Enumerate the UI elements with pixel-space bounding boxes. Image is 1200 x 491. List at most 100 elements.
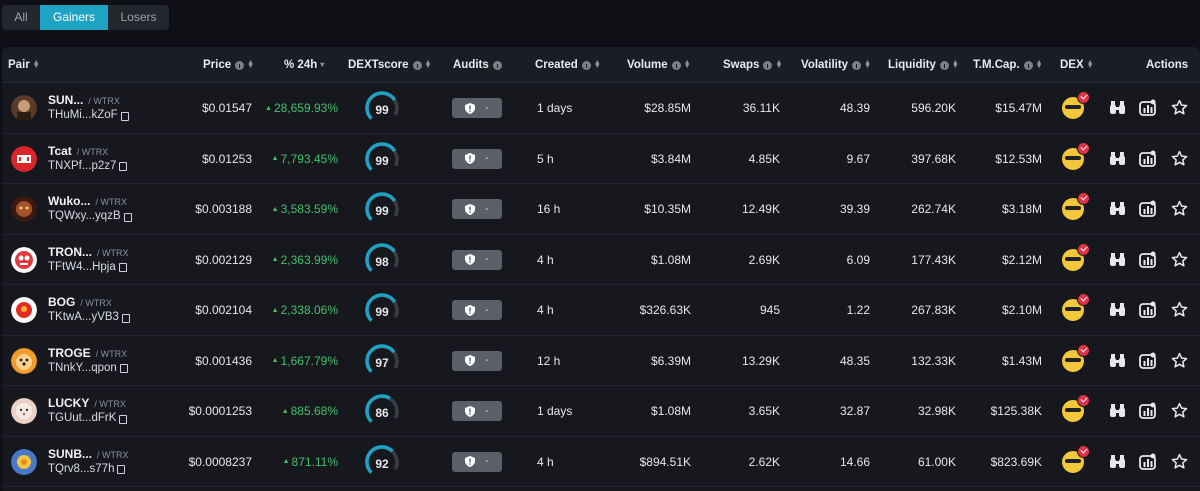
- star-icon[interactable]: [1171, 200, 1188, 217]
- pair-address: TNnkY...qpon: [48, 361, 117, 374]
- audit-badge[interactable]: -: [452, 300, 502, 320]
- sort-icon: ▲ ▼: [593, 59, 601, 70]
- pair-cell[interactable]: TROGE / WTRX TNnkY...qpon: [48, 346, 128, 375]
- dextscore-cell[interactable]: 99: [360, 285, 404, 335]
- audits-cell[interactable]: -: [447, 336, 507, 386]
- pair-cell[interactable]: BOG / WTRX TKtwA...yVB3: [48, 295, 130, 324]
- binoculars-icon[interactable]: [1109, 150, 1126, 167]
- copy-icon[interactable]: [121, 313, 130, 323]
- tab-gainers[interactable]: Gainers: [40, 5, 108, 30]
- copy-icon[interactable]: [123, 212, 132, 222]
- star-icon[interactable]: [1171, 301, 1188, 318]
- change-value: 2,338.06%: [280, 303, 338, 317]
- copy-icon[interactable]: [119, 162, 128, 171]
- star-icon[interactable]: [1171, 402, 1188, 419]
- binoculars-icon[interactable]: [1109, 251, 1126, 268]
- col-volatility[interactable]: Volatility ▲ ▼: [801, 47, 871, 83]
- binoculars-icon[interactable]: [1109, 301, 1126, 318]
- dextscore-cell[interactable]: 99: [360, 83, 404, 133]
- col-mcap[interactable]: T.M.Cap. ▲ ▼: [973, 47, 1043, 83]
- star-icon[interactable]: [1171, 99, 1188, 116]
- binoculars-icon[interactable]: [1109, 99, 1126, 116]
- dextscore-value: 86: [375, 406, 389, 420]
- audits-cell[interactable]: -: [447, 235, 507, 285]
- audit-badge[interactable]: -: [452, 249, 502, 270]
- chart-icon[interactable]: [1139, 402, 1156, 419]
- dextscore-cell[interactable]: 99: [360, 134, 404, 184]
- copy-icon[interactable]: [119, 364, 128, 373]
- table-row[interactable]: BOG / WTRX TKtwA...yVB3 $0.002104 ▲ 2,338.…: [2, 285, 1200, 336]
- audit-badge[interactable]: -: [452, 401, 502, 421]
- pair-cell[interactable]: Wuko... / WTRX TQWxy...yqzB: [48, 194, 132, 223]
- col-liquidity[interactable]: Liquidity ▲ ▼: [888, 47, 959, 83]
- liquidity-cell: 267.83K: [911, 303, 956, 317]
- audits-cell[interactable]: -: [447, 134, 507, 184]
- col-audits[interactable]: Audits: [453, 47, 502, 83]
- col-change[interactable]: % 24h ▾: [284, 47, 326, 83]
- binoculars-icon[interactable]: [1109, 402, 1126, 419]
- liquidity-cell: 132.33K: [911, 353, 956, 368]
- table-row[interactable]: Wuko... / WTRX TQWxy...yqzB $0.003188 ▲ 3,…: [2, 184, 1200, 235]
- star-icon[interactable]: [1171, 352, 1188, 369]
- col-price[interactable]: Price ▲ ▼: [203, 47, 254, 83]
- audit-badge[interactable]: -: [452, 148, 502, 169]
- col-dex[interactable]: DEX ▲ ▼: [1060, 47, 1094, 83]
- table-row[interactable]: TRON... / WTRX TFtW4...Hpja $0.002129 ▲ 2,…: [2, 235, 1200, 285]
- col-dextscore[interactable]: DEXTscore ▲ ▼: [348, 47, 431, 83]
- star-icon[interactable]: [1171, 453, 1188, 470]
- copy-icon[interactable]: [119, 414, 128, 424]
- col-pair[interactable]: Pair ▲ ▼: [8, 47, 40, 83]
- pair-cell[interactable]: LUCKY / WTRX TGUut...dFrK: [48, 396, 128, 425]
- col-created[interactable]: Created ▲ ▼: [535, 47, 601, 83]
- audit-badge[interactable]: -: [452, 199, 502, 219]
- pair-cell[interactable]: SUNB... / WTRX TQrv8...s77h: [48, 447, 129, 476]
- audits-cell[interactable]: -: [447, 184, 507, 234]
- pair-cell[interactable]: TRON... / WTRX TFtW4...Hpja: [48, 245, 129, 274]
- chart-icon[interactable]: [1139, 453, 1156, 470]
- copy-icon[interactable]: [117, 465, 126, 474]
- table-row[interactable]: SUN... / WTRX THuMi...kZoF $0.01547 ▲ 28,6…: [2, 83, 1200, 134]
- binoculars-icon[interactable]: [1109, 352, 1126, 369]
- chart-icon[interactable]: [1139, 301, 1156, 318]
- sort-icon: ▲ ▼: [424, 59, 432, 70]
- star-icon[interactable]: [1171, 251, 1188, 268]
- audit-badge[interactable]: -: [452, 350, 502, 371]
- table-row[interactable]: SUNB... / WTRX TQrv8...s77h $0.0008237 ▲ 8…: [2, 437, 1200, 487]
- audit-badge[interactable]: -: [452, 451, 502, 472]
- tab-all[interactable]: All: [14, 10, 28, 24]
- change-cell: ▲ 28,659.93%: [252, 83, 338, 133]
- copy-icon[interactable]: [118, 263, 127, 272]
- chart-icon[interactable]: [1139, 251, 1156, 268]
- binoculars-icon[interactable]: [1109, 453, 1126, 470]
- pair-cell[interactable]: Tcat / WTRX TNXPf...p2z7: [48, 144, 128, 173]
- col-liquidity-label: Liquidity: [888, 59, 936, 71]
- tab-losers[interactable]: Losers: [120, 10, 157, 24]
- table-row[interactable]: TROGE / WTRX TNnkY...qpon $0.001436 ▲ 1,66…: [2, 336, 1200, 386]
- dextscore-cell[interactable]: 98: [360, 235, 404, 285]
- dextscore-cell[interactable]: 99: [360, 184, 404, 234]
- table-row[interactable]: Tcat / WTRX TNXPf...p2z7 $0.01253 ▲ 7,793.…: [2, 134, 1200, 184]
- audit-badge[interactable]: -: [452, 98, 502, 118]
- volume-cell: $28.85M: [644, 101, 691, 115]
- binoculars-icon[interactable]: [1109, 200, 1126, 217]
- col-volume[interactable]: Volume ▲ ▼: [627, 47, 691, 83]
- table-row[interactable]: LUCKY / WTRX TGUut...dFrK $0.0001253 ▲ 885…: [2, 386, 1200, 437]
- info-icon: [939, 60, 949, 70]
- dextscore-cell[interactable]: 86: [360, 386, 404, 436]
- copy-icon[interactable]: [120, 111, 129, 121]
- chart-icon[interactable]: [1139, 99, 1156, 116]
- dextscore-cell[interactable]: 97: [360, 336, 404, 386]
- pair-address: TKtwA...yVB3: [48, 311, 119, 323]
- chart-icon[interactable]: [1139, 150, 1156, 167]
- audits-cell[interactable]: -: [447, 83, 507, 133]
- col-swaps[interactable]: Swaps ▲ ▼: [723, 47, 782, 83]
- chart-icon[interactable]: [1139, 352, 1156, 369]
- dextscore-cell[interactable]: 92: [360, 437, 404, 487]
- info-icon: [581, 60, 591, 70]
- audits-cell[interactable]: -: [447, 285, 507, 335]
- star-icon[interactable]: [1171, 150, 1188, 167]
- audits-cell[interactable]: -: [447, 386, 507, 436]
- pair-cell[interactable]: SUN... / WTRX THuMi...kZoF: [48, 93, 129, 122]
- chart-icon[interactable]: [1139, 200, 1156, 217]
- audits-cell[interactable]: -: [447, 437, 507, 487]
